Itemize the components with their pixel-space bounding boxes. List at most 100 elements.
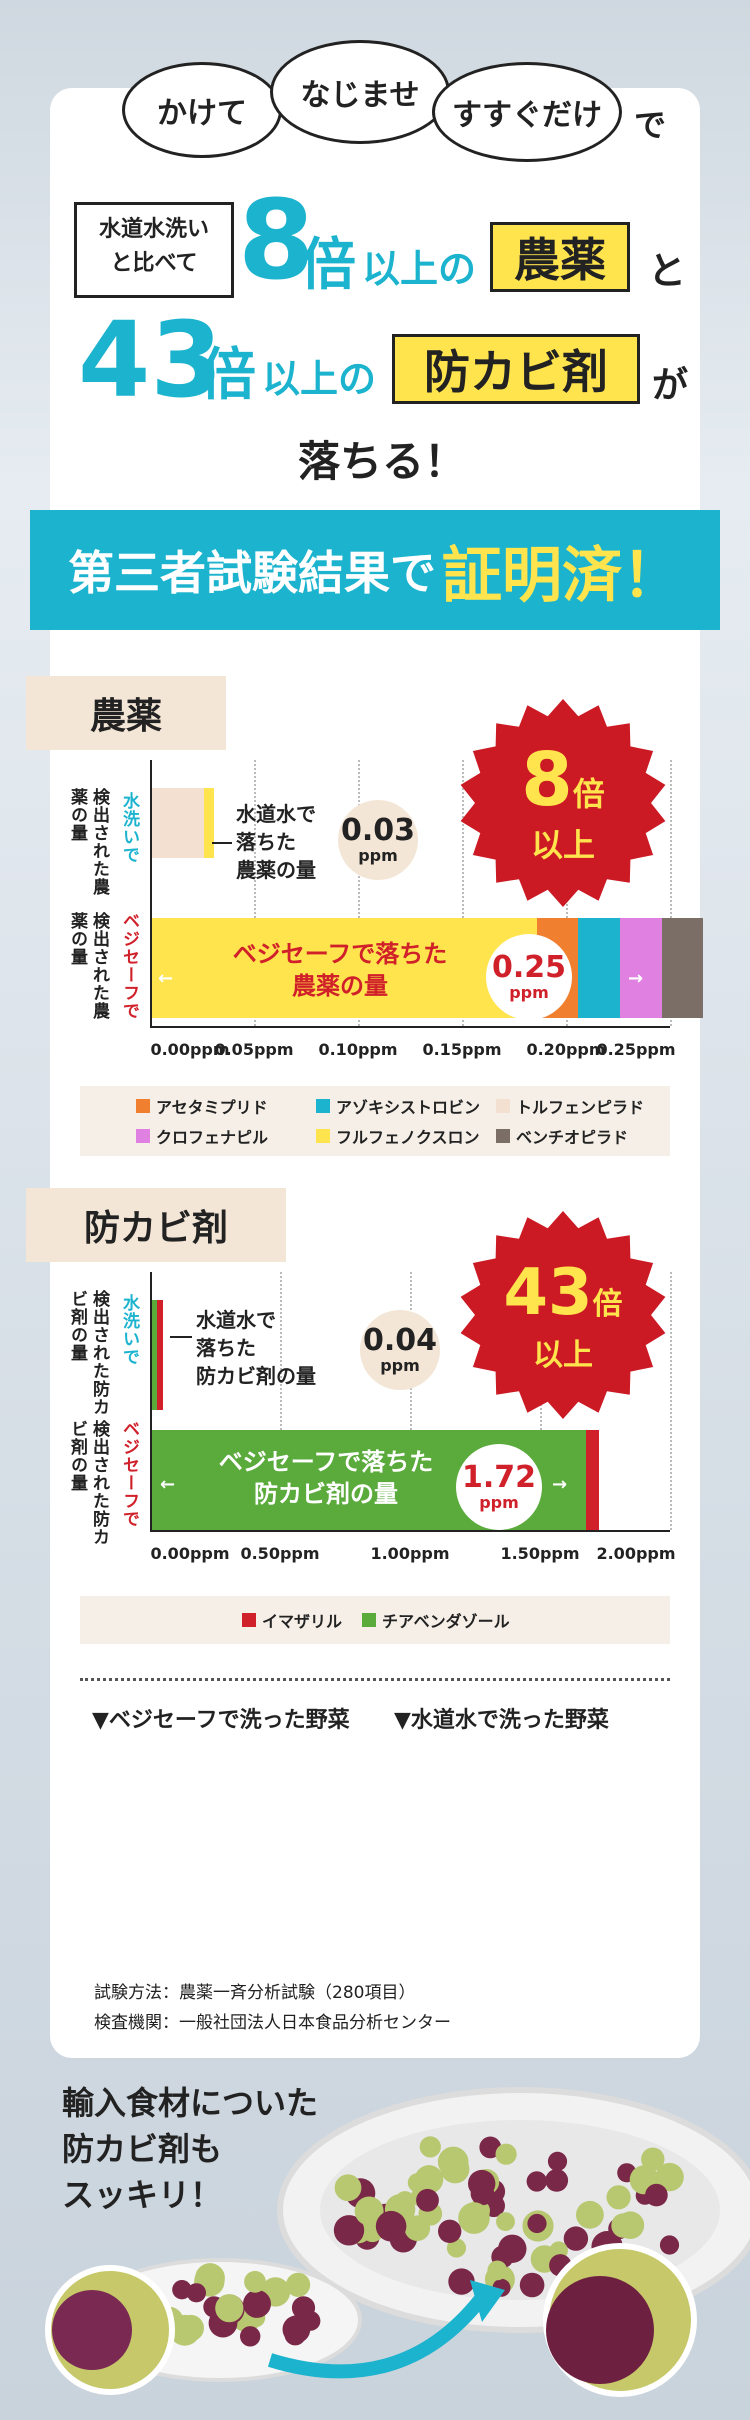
- f-row1-label-blue: 水洗いで: [119, 1294, 139, 1366]
- grape: [186, 2283, 206, 2303]
- p-row2-label: 検出された農薬の量: [67, 912, 109, 1020]
- bottom-caption: 輸入食材についた 防カビ剤も スッキリ！: [62, 2084, 319, 2214]
- p-legend-box: [80, 1086, 670, 1156]
- f-row1-label: 検出された防カビ剤の量: [67, 1290, 109, 1416]
- legend-swatch: [362, 1613, 376, 1627]
- x-tick-label: 2.00ppm: [596, 1544, 676, 1563]
- legend-label: クロフェナピル: [156, 1128, 269, 1147]
- x-tick-label: 0.15ppm: [422, 1040, 502, 1059]
- bubble-najimase: なじませ: [270, 40, 450, 144]
- p-row1-label-blue: 水洗いで: [119, 792, 139, 864]
- p-arrow-left: ←: [158, 968, 174, 989]
- y-axis: [150, 1272, 152, 1530]
- fungicide-multiple: 43: [78, 299, 223, 421]
- f-arrow-left: ←: [160, 1474, 176, 1495]
- bar-segment: [578, 918, 620, 1018]
- legend-swatch: [496, 1129, 510, 1143]
- grape: [354, 2196, 384, 2226]
- x-tick-label: 0.05ppm: [214, 1040, 294, 1059]
- grape: [375, 2210, 407, 2242]
- legend-label: アゾキシストロビン: [336, 1098, 481, 1117]
- grape: [172, 2280, 192, 2300]
- x-axis: [150, 1026, 670, 1028]
- grape-photo: [45, 2087, 750, 2397]
- legend-swatch: [316, 1129, 330, 1143]
- test-method: 試験方法：農薬一斉分析試験（280項目）: [94, 1983, 416, 2003]
- legend-label: アセタミプリド: [156, 1098, 268, 1117]
- fungicide-word: 防カビ剤: [392, 334, 640, 404]
- gridline: [670, 760, 672, 1026]
- grape: [334, 2174, 362, 2202]
- legend-swatch: [316, 1099, 330, 1113]
- grape: [243, 2289, 271, 2318]
- x-axis: [150, 1530, 670, 1532]
- x-tick-label: 0.10ppm: [318, 1040, 398, 1059]
- legend-item: ベンチオピラド: [496, 1124, 628, 1148]
- grape: [655, 2162, 684, 2192]
- grape: [458, 2202, 490, 2234]
- grape: [215, 2294, 244, 2323]
- caption-vegisafe: ▼ベジセーフで洗った野菜: [92, 1708, 350, 1733]
- headline-ending: 落ちる！: [298, 437, 467, 486]
- grape: [659, 2235, 680, 2255]
- grape: [468, 2169, 496, 2198]
- f-burst-text: 43 倍 以上: [503, 1256, 623, 1373]
- legend-item: チアベンダゾール: [362, 1608, 510, 1632]
- grape: [611, 2213, 636, 2238]
- bar-segment: [152, 788, 204, 858]
- photo-water-vegetables: [394, 1748, 656, 1948]
- legend-item: アゾキシストロビン: [316, 1094, 480, 1118]
- f-water-value-circle: 0.04 ppm: [360, 1310, 440, 1390]
- pesticide-tab: 農薬: [26, 676, 226, 750]
- y-axis: [150, 760, 152, 1026]
- section-divider: [80, 1678, 670, 1681]
- ijou-2: 以上の: [262, 357, 377, 401]
- grape: [606, 2185, 631, 2210]
- bar-segment: [620, 918, 662, 1018]
- p-water-note: 水道水で 落ちた 農薬の量: [236, 802, 316, 882]
- f-water-leader: [170, 1336, 192, 1338]
- grape: [527, 2213, 547, 2234]
- legend-label: トルフェンピラド: [516, 1098, 645, 1117]
- f-vegisafe-note: ベジセーフで落ちた 防カビ剤の量: [218, 1448, 434, 1508]
- headline-de: で: [634, 106, 667, 144]
- gridline: [254, 760, 256, 1026]
- grape: [440, 2154, 470, 2184]
- grape: [419, 2136, 441, 2158]
- legend-item: フルフェノクスロン: [316, 1124, 480, 1148]
- legend-item: アセタミプリド: [136, 1094, 268, 1118]
- grape: [526, 2171, 547, 2192]
- p-burst-shape: [460, 699, 666, 907]
- x-tick-label: 1.50ppm: [500, 1544, 580, 1563]
- grape: [496, 2212, 515, 2231]
- bar-segment: [586, 1430, 600, 1530]
- bubble-susugudake: すすぐだけ: [432, 62, 622, 162]
- bar-segment: [661, 918, 704, 1018]
- p-burst-text: 8 倍 以上: [521, 737, 605, 864]
- ijou-1: 以上の: [362, 247, 477, 291]
- legend-swatch: [496, 1099, 510, 1113]
- grape: [641, 2147, 665, 2171]
- grape: [448, 2268, 475, 2295]
- p-arrow-right: →: [628, 968, 644, 989]
- bar-segment: [157, 1300, 164, 1410]
- bubble-kakete: かけて: [122, 62, 282, 158]
- f-burst-shape: [460, 1211, 666, 1419]
- bar-segment: [204, 788, 215, 858]
- legend-item: トルフェンピラド: [496, 1094, 644, 1118]
- p-water-value-circle: 0.03 ppm: [338, 800, 418, 880]
- legend-item: イマザリル: [242, 1608, 342, 1632]
- grape: [286, 2272, 311, 2297]
- fungicide-tab: 防カビ剤: [26, 1188, 286, 1262]
- p-vegisafe-note: ベジセーフで落ちた 農薬の量: [232, 940, 448, 1000]
- pesticide-multiple: 8: [238, 176, 315, 304]
- gridline: [670, 1272, 672, 1530]
- bai-2: 倍: [200, 343, 256, 408]
- legend-swatch: [136, 1099, 150, 1113]
- x-tick-label: 1.00ppm: [370, 1544, 450, 1563]
- grape: [240, 2326, 261, 2347]
- legend-label: ベンチオピラド: [516, 1128, 629, 1147]
- grape: [519, 2272, 545, 2298]
- gridline: [358, 760, 360, 1026]
- legend-label: チアベンダゾール: [382, 1612, 510, 1631]
